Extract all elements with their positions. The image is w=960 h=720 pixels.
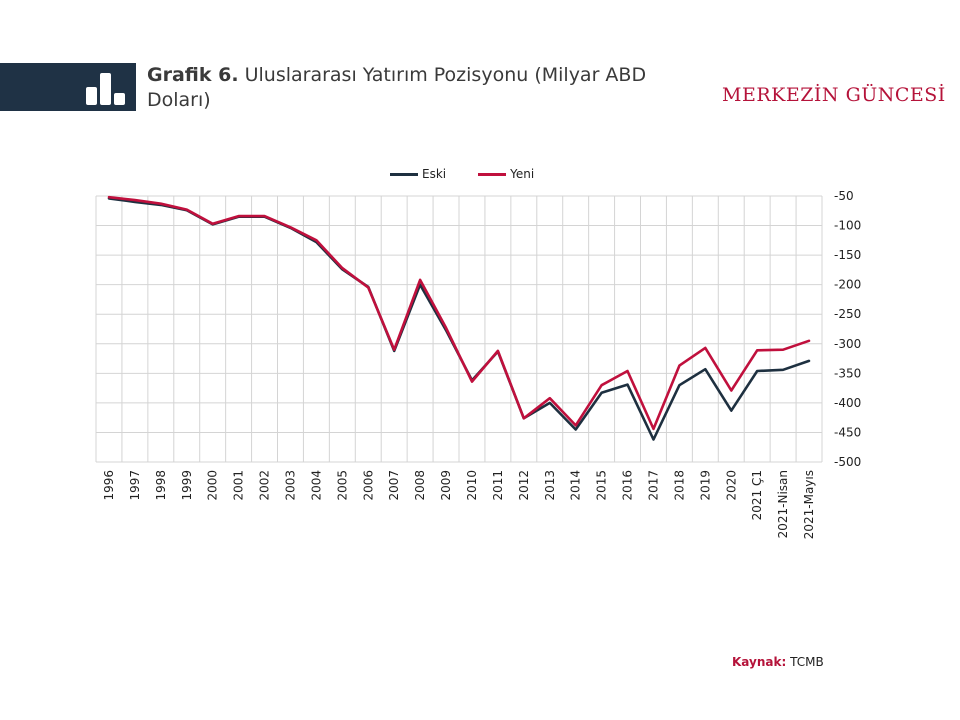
x-tick-label: 1997 (128, 470, 142, 501)
source-label: Kaynak: (732, 655, 787, 669)
y-tick-label: -300 (834, 337, 861, 351)
chart-legend: Eski Yeni (390, 166, 566, 182)
x-tick-label: 2021-Nisan (776, 470, 790, 538)
x-tick-label: 2017 (646, 470, 660, 501)
x-tick-label: 2016 (621, 470, 635, 501)
x-tick-label: 2005 (335, 470, 349, 501)
x-tick-label: 2020 (724, 470, 738, 501)
x-tick-label: 2018 (672, 470, 686, 501)
x-tick-label: 2007 (387, 470, 401, 501)
legend-item-eski: Eski (390, 167, 446, 181)
x-tick-label: 2019 (698, 470, 712, 501)
source-note: Kaynak: TCMB (732, 655, 824, 669)
series-line-yeni (107, 195, 811, 431)
y-tick-label: -450 (834, 425, 861, 439)
x-tick-label: 2012 (517, 470, 531, 501)
x-tick-label: 2015 (595, 470, 609, 501)
y-tick-label: -350 (834, 366, 861, 380)
y-tick-label: -250 (834, 307, 861, 321)
x-tick-label: 1996 (102, 470, 116, 501)
x-tick-label: 2006 (361, 470, 375, 501)
x-tick-label: 2014 (569, 470, 583, 501)
x-tick-label: 2008 (413, 470, 427, 501)
bar-chart-icon (86, 73, 125, 105)
y-tick-label: -100 (834, 219, 861, 233)
legend-item-yeni: Yeni (478, 167, 534, 181)
x-tick-label: 2003 (283, 470, 297, 501)
x-tick-label: 2021-Mayıs (802, 470, 816, 539)
legend-swatch-eski (390, 172, 418, 176)
x-tick-label: 2011 (491, 470, 505, 501)
title-rest: Uluslararası Yatırım Pozisyonu (Milyar A… (147, 64, 647, 111)
source-value: TCMB (786, 655, 824, 669)
page-title: Grafik 6. Uluslararası Yatırım Pozisyonu… (147, 63, 687, 113)
x-tick-label: 2010 (465, 470, 479, 501)
x-tick-label: 2001 (232, 470, 246, 501)
legend-label-eski: Eski (422, 167, 447, 181)
header-bar (0, 63, 136, 111)
title-bold: Grafik 6. (147, 64, 239, 86)
y-tick-label: -500 (834, 455, 861, 469)
y-tick-label: -150 (834, 248, 861, 262)
y-tick-label: -400 (834, 396, 861, 410)
x-tick-label: 2004 (309, 470, 323, 501)
brand-logo: MERKEZİN GÜNCESİ (722, 84, 946, 106)
x-tick-label: 2021 Ç1 (750, 470, 764, 520)
legend-label-yeni: Yeni (510, 167, 535, 181)
legend-swatch-yeni (478, 172, 507, 176)
x-tick-label: 2002 (258, 470, 272, 501)
x-tick-label: 2009 (439, 470, 453, 501)
y-tick-label: -200 (834, 278, 861, 292)
x-tick-label: 2000 (206, 470, 220, 501)
y-tick-label: -50 (834, 189, 854, 203)
x-tick-label: 1998 (154, 470, 168, 501)
x-tick-label: 1999 (180, 470, 194, 501)
x-tick-label: 2013 (543, 470, 557, 501)
